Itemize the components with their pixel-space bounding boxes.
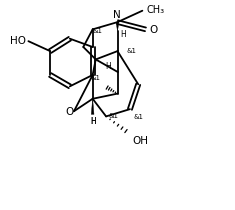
Text: &1: &1 — [127, 48, 137, 54]
Text: H: H — [90, 117, 95, 126]
Text: &1: &1 — [91, 75, 101, 81]
Text: O: O — [65, 107, 74, 117]
Text: &1: &1 — [93, 28, 103, 34]
Text: O: O — [150, 25, 158, 35]
Text: H: H — [90, 117, 95, 126]
Polygon shape — [91, 99, 94, 114]
Text: H: H — [105, 62, 111, 71]
Text: OH: OH — [132, 136, 148, 146]
Text: N: N — [113, 10, 120, 20]
Text: &1: &1 — [133, 114, 143, 120]
Text: HO: HO — [10, 36, 26, 46]
Text: H: H — [121, 30, 126, 39]
Text: CH₃: CH₃ — [146, 5, 164, 15]
Polygon shape — [116, 22, 119, 32]
Text: &1: &1 — [108, 113, 118, 119]
